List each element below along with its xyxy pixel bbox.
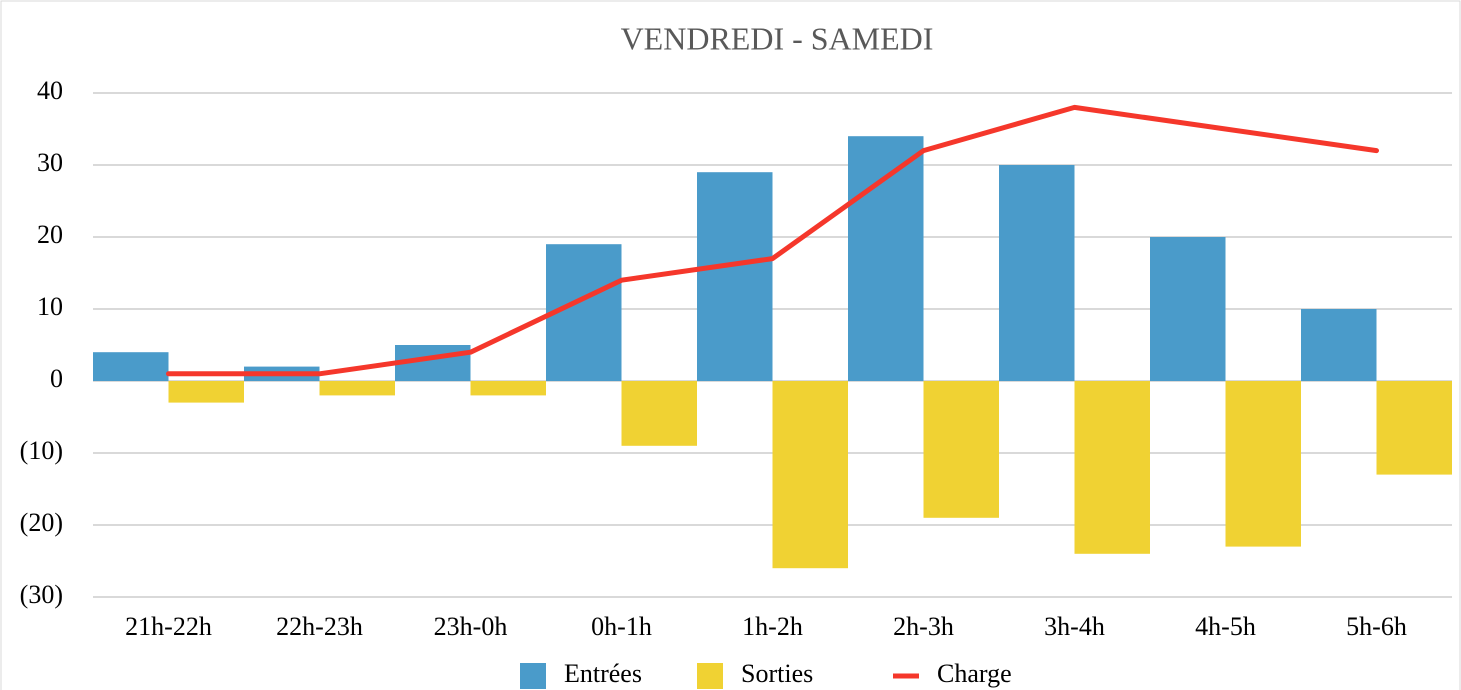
y-tick-label: (20): [20, 508, 63, 537]
x-tick-label: 22h-23h: [276, 612, 363, 641]
y-tick-label: 40: [37, 76, 63, 105]
x-tick-label: 1h-2h: [742, 612, 803, 641]
y-tick-label: 10: [37, 292, 63, 321]
bar: [1074, 381, 1150, 554]
bar: [1376, 381, 1452, 475]
x-tick-label: 23h-0h: [434, 612, 508, 641]
bar: [1225, 381, 1301, 547]
legend-label: Entrées: [564, 659, 642, 688]
legend-swatch: [520, 663, 546, 689]
x-tick-label: 4h-5h: [1195, 612, 1256, 641]
bar: [470, 381, 546, 396]
bar: [999, 165, 1075, 381]
y-tick-label: 0: [50, 364, 63, 393]
y-tick-label: (30): [20, 580, 63, 609]
x-tick-label: 0h-1h: [591, 612, 652, 641]
bar: [697, 172, 773, 381]
bar: [319, 381, 395, 396]
y-tick-label: 30: [37, 148, 63, 177]
x-tick-label: 21h-22h: [125, 612, 212, 641]
legend-label: Sorties: [741, 659, 813, 688]
x-tick-label: 2h-3h: [893, 612, 954, 641]
bar: [621, 381, 697, 446]
y-tick-label: (10): [20, 436, 63, 465]
chart-title: VENDREDI - SAMEDI: [621, 20, 934, 56]
x-tick-label: 3h-4h: [1044, 612, 1105, 641]
line: [166, 104, 1379, 377]
bar: [772, 381, 848, 569]
bar: [168, 381, 244, 403]
bar: [848, 136, 924, 381]
bar: [923, 381, 999, 518]
x-tick-label: 5h-6h: [1346, 612, 1407, 641]
legend-swatch: [697, 663, 723, 689]
bar: [1150, 237, 1226, 381]
legend-label: Charge: [937, 659, 1012, 688]
y-tick-label: 20: [37, 220, 63, 249]
bar: [93, 352, 169, 381]
bar: [1301, 309, 1377, 381]
